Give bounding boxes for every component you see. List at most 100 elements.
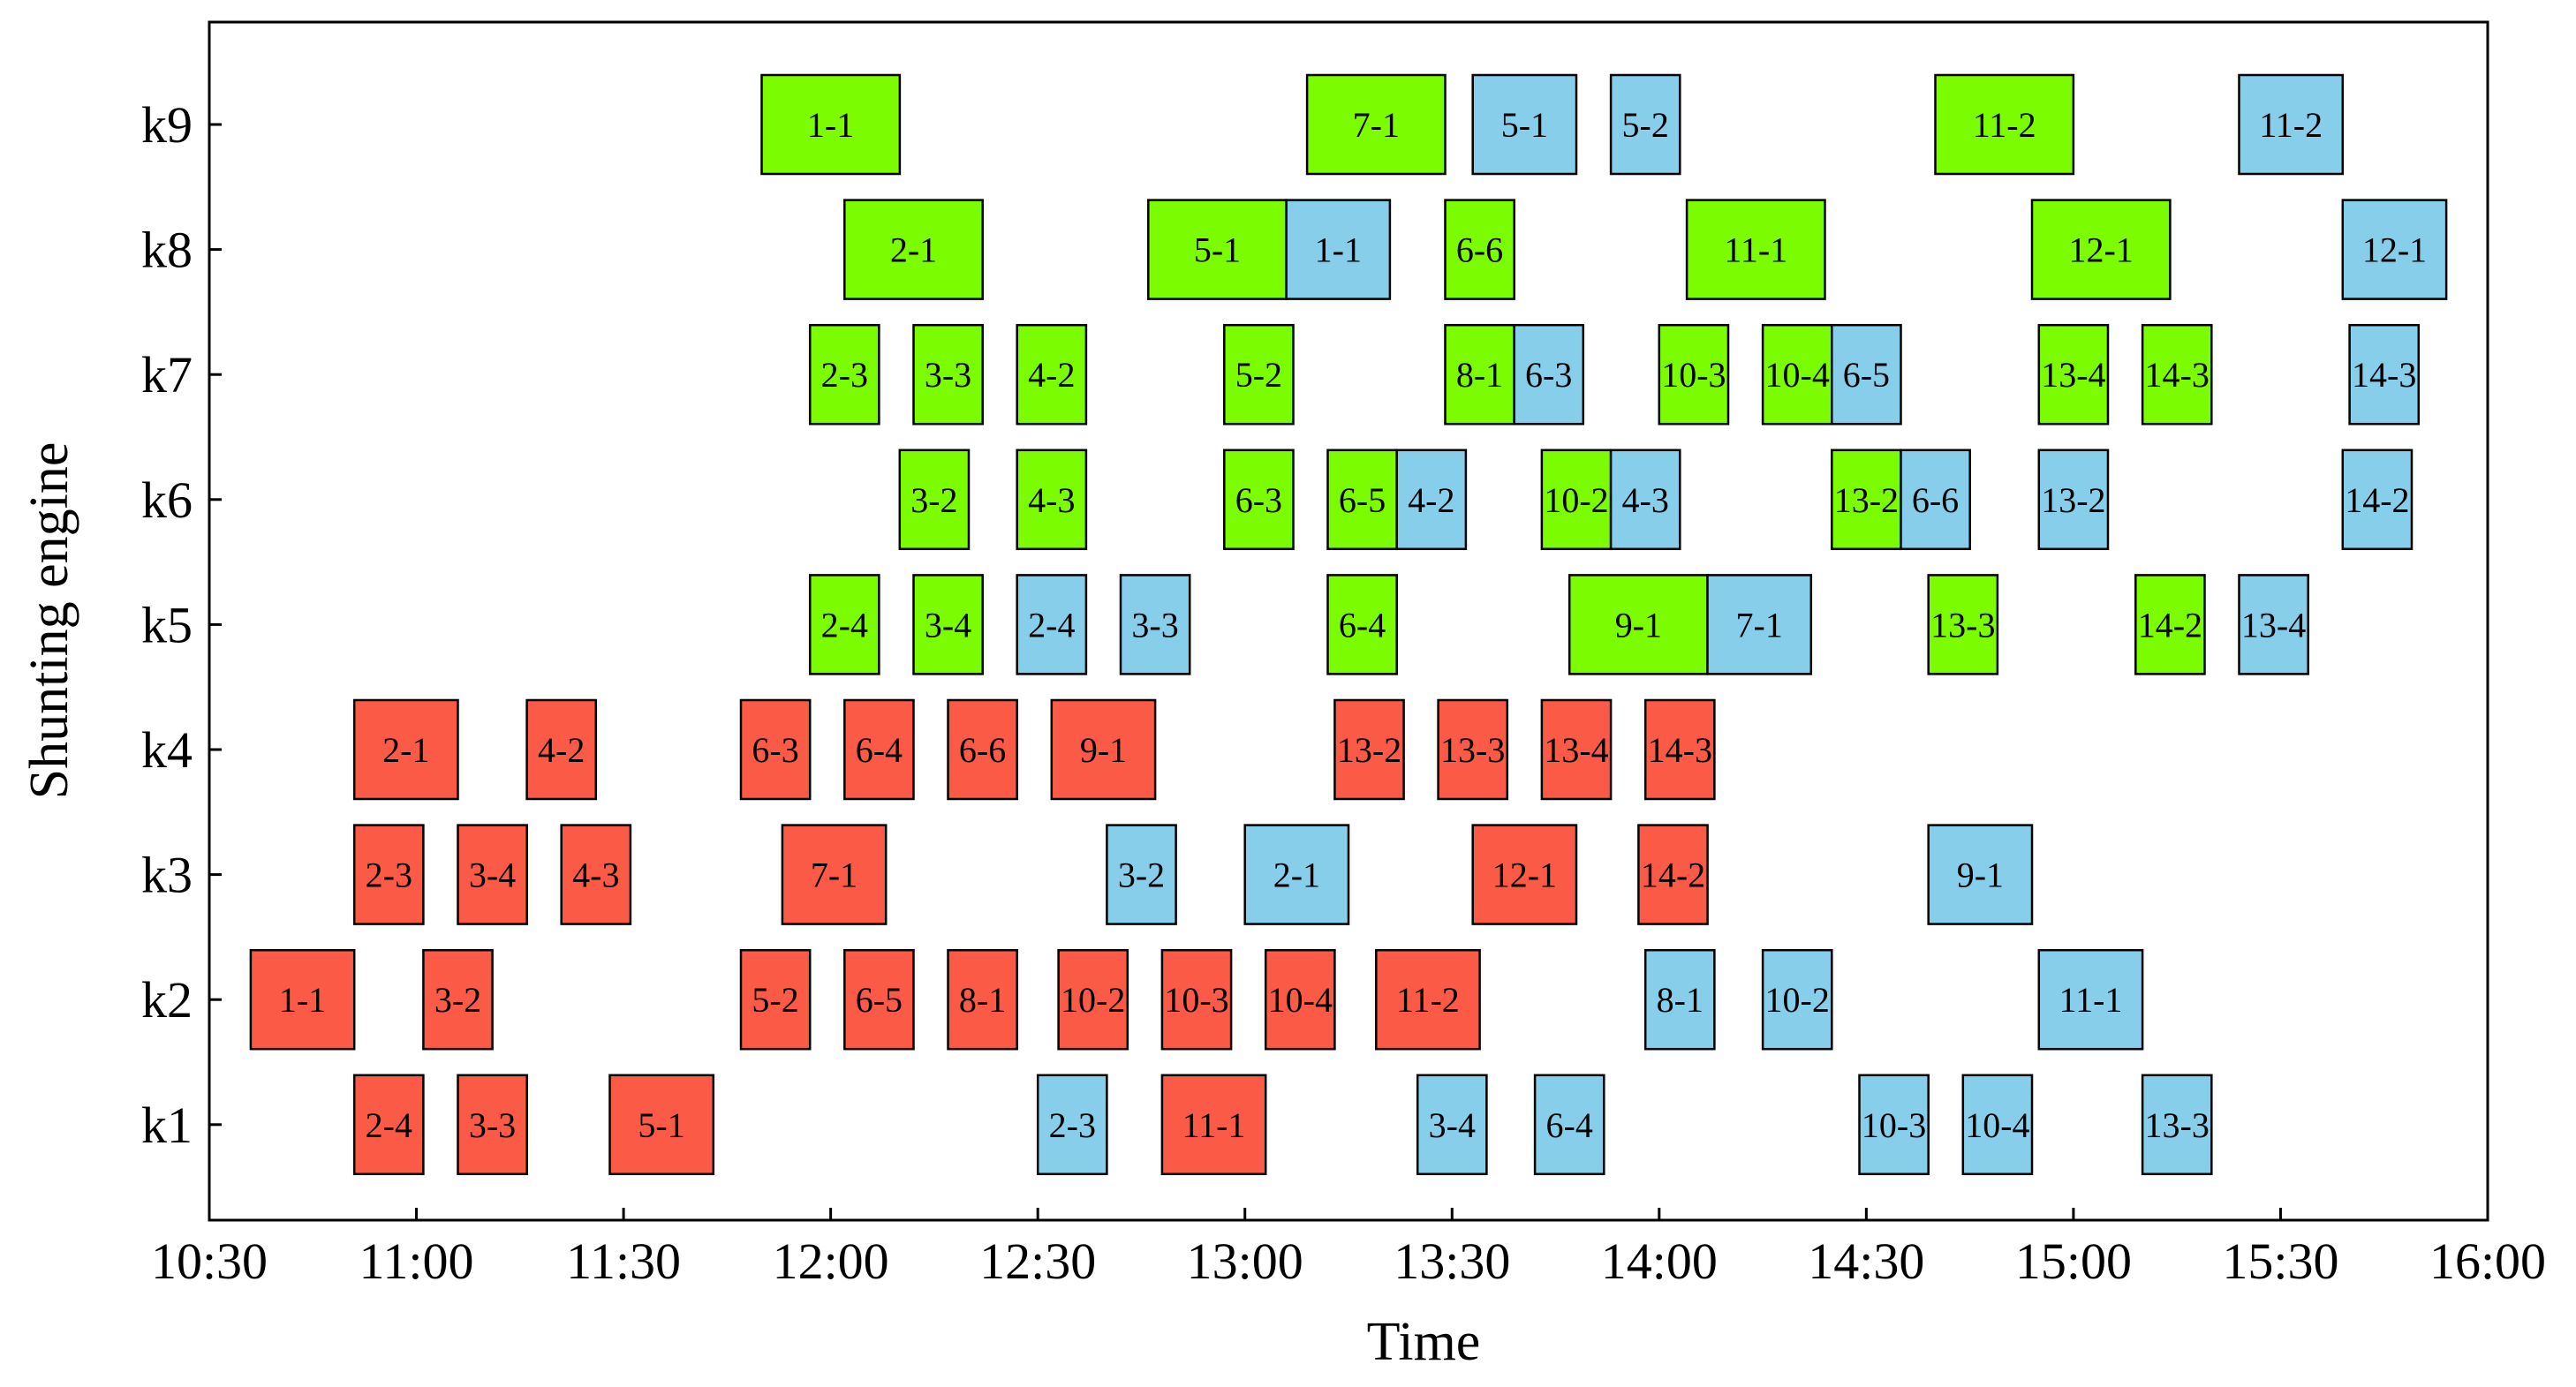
task-bar-k1-5-1-79	[608, 1074, 715, 1176]
task-label-k3-3-2-60: 3-2	[1118, 856, 1165, 895]
task-label-k6-4-2-29: 4-2	[1408, 480, 1454, 520]
task-bar-k7-13-4-22	[2037, 323, 2110, 426]
task-bar-k4-4-2-47	[525, 698, 598, 801]
task-bar-k4-2-1-46	[352, 698, 459, 801]
task-label-k3-4-3-58: 4-3	[572, 856, 619, 895]
task-label-k5-13-3-43: 13-3	[1930, 605, 1995, 645]
task-bar-k7-10-3-19	[1658, 323, 1730, 426]
task-bar-k8-5-1-7	[1147, 199, 1288, 300]
y-tick-label-k8: k8	[141, 222, 193, 279]
task-bar-k6-4-3-26	[1016, 449, 1088, 551]
task-label-k5-2-4-36: 2-4	[821, 605, 868, 645]
task-bar-k7-14-3-23	[2141, 323, 2213, 426]
task-bar-k5-2-4-36	[808, 574, 880, 675]
task-label-k9-1-1-0: 1-1	[807, 105, 854, 145]
task-bar-k3-2-1-61	[1243, 824, 1350, 925]
task-label-k2-11-1-76: 11-1	[2059, 980, 2123, 1020]
y-tick-label-k9: k9	[141, 96, 193, 154]
task-bar-k2-11-2-73	[1375, 948, 1481, 1051]
task-label-k4-13-2-52: 13-2	[1337, 730, 1401, 770]
task-bar-k1-10-3-84	[1858, 1074, 1930, 1176]
task-bar-k3-7-1-59	[781, 824, 888, 925]
task-bar-k5-13-4-45	[2238, 574, 2309, 675]
x-tick-label-5: 13:00	[1187, 1232, 1303, 1290]
task-label-k8-1-1-8: 1-1	[1315, 230, 1362, 270]
task-label-k7-5-2-16: 5-2	[1235, 355, 1282, 395]
task-bar-k4-13-4-54	[1540, 698, 1613, 801]
task-label-k6-4-3-26: 4-3	[1028, 480, 1075, 520]
task-label-k7-10-4-20: 10-4	[1765, 355, 1830, 395]
task-bar-k4-13-3-53	[1437, 698, 1509, 801]
task-bar-k2-10-4-72	[1264, 948, 1336, 1051]
task-bar-k1-6-4-83	[1533, 1074, 1605, 1176]
x-tick-label-2: 11:30	[566, 1232, 681, 1290]
task-bar-k9-5-1-2	[1471, 73, 1578, 176]
task-label-k1-6-4-83: 6-4	[1546, 1105, 1593, 1145]
y-tick-label-k7: k7	[141, 346, 193, 403]
task-bar-k2-8-1-69	[947, 948, 1018, 1051]
task-label-k2-6-5-68: 6-5	[856, 980, 903, 1020]
task-label-k4-2-1-46: 2-1	[382, 730, 429, 770]
y-tick-label-k3: k3	[141, 847, 193, 904]
task-bar-k3-4-3-58	[560, 824, 632, 925]
task-bar-k6-6-3-27	[1223, 449, 1295, 551]
x-tick-label-6: 13:30	[1394, 1232, 1510, 1290]
task-bar-k9-11-2-5	[2238, 73, 2345, 176]
task-bar-k6-6-6-33	[1900, 449, 1971, 551]
task-label-k3-14-2-63: 14-2	[1641, 856, 1705, 895]
y-tick-label-k2: k2	[141, 971, 193, 1029]
task-label-k7-14-3-24: 14-3	[2352, 355, 2416, 395]
task-bar-k5-13-3-43	[1927, 574, 1999, 675]
task-label-k9-7-1-1: 7-1	[1353, 105, 1400, 145]
task-bar-k5-6-4-40	[1326, 574, 1398, 675]
task-bar-k3-12-1-62	[1471, 824, 1578, 925]
x-axis-ticks: 10:30 11:00 11:30 12:00 12:30 13:00 13:30 14:00…	[151, 1208, 2546, 1290]
task-bar-k6-6-5-28	[1326, 449, 1398, 551]
task-label-k7-2-3-13: 2-3	[821, 355, 868, 395]
task-label-k2-3-2-66: 3-2	[434, 980, 481, 1020]
task-label-k5-3-3-39: 3-3	[1131, 605, 1178, 645]
task-label-k6-13-2-34: 13-2	[2041, 480, 2105, 520]
y-tick-label-k5: k5	[141, 596, 193, 653]
x-tick-label-1: 11:00	[359, 1232, 474, 1290]
task-bar-k4-6-6-50	[947, 698, 1018, 801]
task-bar-k7-2-3-13	[808, 323, 880, 426]
task-label-k5-6-4-40: 6-4	[1339, 605, 1386, 645]
task-label-k6-6-6-33: 6-6	[1912, 480, 1959, 520]
task-bar-k8-12-1-12	[2341, 199, 2448, 300]
task-bar-k2-10-3-71	[1160, 948, 1233, 1051]
task-label-k5-13-4-45: 13-4	[2241, 605, 2306, 645]
task-bar-k5-3-3-39	[1119, 574, 1191, 675]
task-bar-k1-2-3-80	[1036, 1074, 1108, 1176]
task-label-k4-6-6-50: 6-6	[959, 730, 1006, 770]
task-label-k6-4-3-31: 4-3	[1622, 480, 1669, 520]
task-label-k8-5-1-7: 5-1	[1194, 230, 1241, 270]
task-bar-k5-9-1-41	[1568, 574, 1709, 675]
task-bar-k4-14-3-55	[1643, 698, 1716, 801]
task-label-k2-10-4-72: 10-4	[1268, 980, 1333, 1020]
task-bar-k6-10-2-30	[1540, 449, 1613, 551]
task-label-k1-3-3-78: 3-3	[469, 1105, 516, 1145]
task-bar-k4-6-4-49	[843, 698, 915, 801]
task-bar-k4-9-1-51	[1050, 698, 1157, 801]
task-bar-k6-13-2-34	[2037, 449, 2110, 551]
task-bar-k5-3-4-37	[912, 574, 984, 675]
task-label-k4-13-3-53: 13-3	[1440, 730, 1505, 770]
y-axis-ticks: k1 k2 k3 k4 k5 k6 k7 k8 k9	[141, 96, 222, 1154]
task-bars: 1-1 7-1 5-1 5-2 11-2 11-2 2-1 5-1 1-1 6-6 11-1 12-1…	[249, 73, 2448, 1176]
task-bar-k7-10-4-20	[1761, 323, 1833, 426]
task-label-k1-5-1-79: 5-1	[638, 1105, 684, 1145]
task-label-k7-3-3-14: 3-3	[925, 355, 971, 395]
task-bar-k8-12-1-11	[2030, 199, 2172, 300]
task-label-k2-1-1-65: 1-1	[279, 980, 326, 1020]
task-bar-k8-2-1-6	[843, 199, 984, 300]
task-label-k5-3-4-37: 3-4	[925, 605, 971, 645]
task-bar-k9-7-1-1	[1305, 73, 1447, 176]
task-label-k2-10-3-71: 10-3	[1164, 980, 1228, 1020]
task-label-k5-2-4-38: 2-4	[1028, 605, 1075, 645]
task-bar-k9-1-1-0	[760, 73, 902, 176]
task-bar-k2-1-1-65	[249, 948, 356, 1051]
y-axis-title: Shunting engine	[19, 442, 79, 800]
task-bar-k5-7-1-42	[1706, 574, 1813, 675]
